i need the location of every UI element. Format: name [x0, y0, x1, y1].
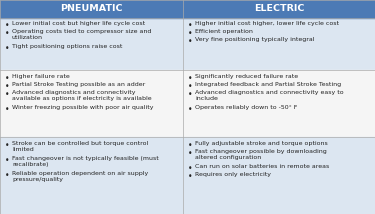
Text: Lower initial cost but higher life cycle cost: Lower initial cost but higher life cycle…	[12, 21, 145, 26]
Text: •: •	[4, 156, 9, 165]
Text: •: •	[188, 37, 192, 46]
Text: •: •	[188, 149, 192, 158]
Text: Fast changeover possible by downloading
altered configuration: Fast changeover possible by downloading …	[195, 149, 327, 160]
Text: •: •	[188, 82, 192, 91]
Text: Can run on solar batteries in remote areas: Can run on solar batteries in remote are…	[195, 164, 329, 169]
Bar	[0, 137, 183, 214]
Text: •: •	[4, 90, 9, 99]
Text: Efficient operation: Efficient operation	[195, 30, 253, 34]
Text: Fully adjustable stroke and torque options: Fully adjustable stroke and torque optio…	[195, 141, 328, 146]
Text: Higher initial cost higher, lower life cycle cost: Higher initial cost higher, lower life c…	[195, 21, 339, 26]
Text: Operating costs tied to compressor size and
utilization: Operating costs tied to compressor size …	[12, 30, 152, 40]
Text: •: •	[188, 164, 192, 173]
Text: •: •	[188, 90, 192, 99]
Text: •: •	[4, 45, 9, 54]
Text: Reliable operation dependent on air supply
pressure/quality: Reliable operation dependent on air supp…	[12, 171, 148, 182]
Text: Integrated feedback and Partial Stroke Testing: Integrated feedback and Partial Stroke T…	[195, 82, 341, 87]
Bar	[0, 0, 183, 18]
Text: •: •	[188, 172, 192, 181]
Text: Very fine positioning typically integral: Very fine positioning typically integral	[195, 37, 315, 43]
Text: PNEUMATIC: PNEUMATIC	[60, 4, 123, 13]
Text: ELECTRIC: ELECTRIC	[254, 4, 304, 13]
Bar	[183, 137, 375, 214]
Text: Tight positioning options raise cost: Tight positioning options raise cost	[12, 45, 122, 49]
Bar	[183, 70, 375, 137]
Text: Higher failure rate: Higher failure rate	[12, 74, 70, 79]
Text: •: •	[188, 30, 192, 39]
Bar	[0, 70, 183, 137]
Text: Fast changeover is not typically feasible (must
recalibrate): Fast changeover is not typically feasibl…	[12, 156, 159, 167]
Text: •: •	[4, 105, 9, 114]
Text: Partial Stroke Testing possible as an adder: Partial Stroke Testing possible as an ad…	[12, 82, 145, 87]
Text: •: •	[4, 21, 9, 30]
Text: •: •	[4, 141, 9, 150]
Text: •: •	[4, 82, 9, 91]
Text: Requires only electricity: Requires only electricity	[195, 172, 271, 177]
Text: Advanced diagnostics and connectivity easy to
include: Advanced diagnostics and connectivity ea…	[195, 90, 344, 101]
Text: •: •	[188, 105, 192, 114]
Bar	[183, 18, 375, 70]
Text: Operates reliably down to -50° F: Operates reliably down to -50° F	[195, 105, 297, 110]
Text: Advanced diagnostics and connectivity
available as options if electricity is ava: Advanced diagnostics and connectivity av…	[12, 90, 152, 101]
Text: Winter freezing possible with poor air quality: Winter freezing possible with poor air q…	[12, 105, 153, 110]
Text: •: •	[4, 30, 9, 39]
Bar	[183, 0, 375, 18]
Text: •: •	[188, 21, 192, 30]
Text: •: •	[4, 171, 9, 180]
Text: •: •	[188, 74, 192, 83]
Text: •: •	[4, 74, 9, 83]
Bar	[0, 18, 183, 70]
Text: Stroke can be controlled but torque control
limited: Stroke can be controlled but torque cont…	[12, 141, 148, 152]
Text: •: •	[188, 141, 192, 150]
Text: Significantly reduced failure rate: Significantly reduced failure rate	[195, 74, 298, 79]
